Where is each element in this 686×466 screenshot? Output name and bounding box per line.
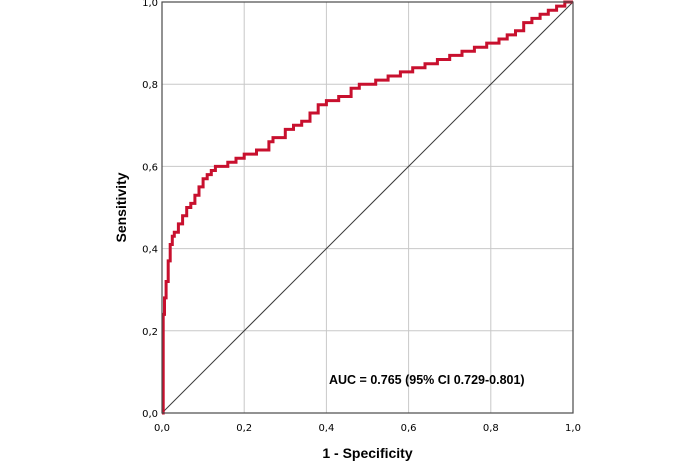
roc-curve (161, 0, 573, 415)
y-tick-label: 1,0 (142, 0, 158, 9)
x-tick-label: 0,4 (318, 423, 334, 434)
y-axis-title: Sensitivity (113, 172, 129, 242)
y-tick-label: 0,8 (142, 80, 158, 91)
auc-annotation: AUC = 0.765 (95% CI 0.729-0.801) (329, 373, 525, 387)
x-axis-title: 1 - Specificity (322, 445, 412, 461)
plot-frame (161, 1, 574, 414)
x-tick-label: 0,6 (401, 423, 417, 434)
y-tick-label: 0,0 (142, 409, 158, 420)
reference-line (161, 1, 574, 414)
x-tick-label: 0,8 (483, 423, 499, 434)
x-tick-labels: 0,0 0,2 0,4 0,6 0,8 1,0 (154, 423, 581, 434)
x-tick-label: 0,2 (236, 423, 252, 434)
x-tick-label: 0,0 (154, 423, 170, 434)
y-tick-labels: 0,0 0,2 0,4 0,6 0,8 1,0 (142, 0, 158, 420)
y-tick-label: 0,4 (142, 245, 158, 256)
y-tick-label: 0,6 (142, 162, 158, 173)
y-tick-label: 0,2 (142, 327, 158, 338)
x-tick-label: 1,0 (565, 423, 581, 434)
